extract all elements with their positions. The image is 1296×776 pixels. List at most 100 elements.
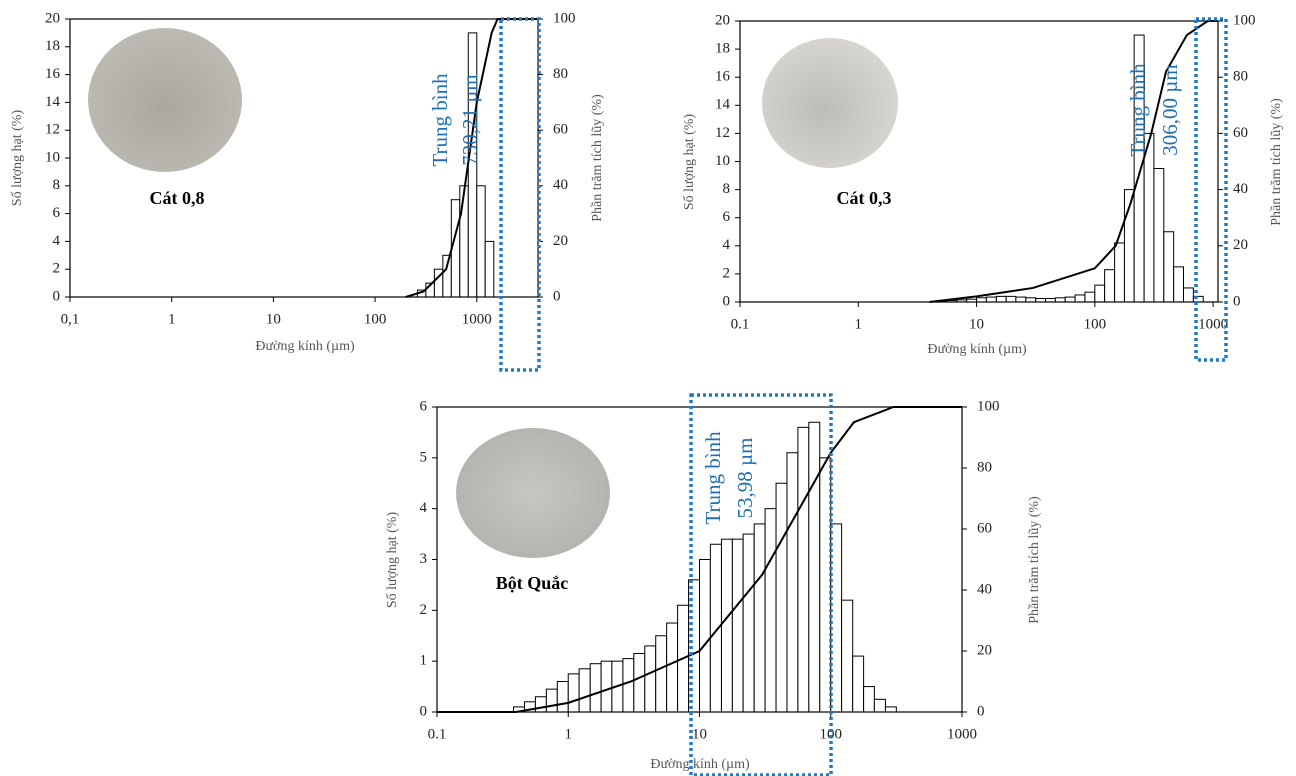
x-tick-label: 0.1 [731,316,750,332]
bar [476,185,486,298]
bar [644,645,657,713]
annotation: Trung bình [701,431,725,525]
y2-tick-label: 20 [553,233,568,249]
bar [1104,269,1116,303]
bar [1153,168,1165,303]
bar [633,653,646,713]
bar [764,508,777,713]
bar [775,482,788,713]
bar [976,297,987,303]
bar [666,622,679,713]
x-axis-label: Đường kính (µm) [927,342,1027,357]
y2-tick-label: 60 [553,122,568,138]
y2-tick-label: 80 [1233,69,1248,85]
x-tick-label: 1000 [1198,316,1228,332]
x-tick-label: 1000 [462,311,492,327]
y-tick-label: 1 [420,653,428,669]
y-tick-label: 16 [715,69,731,85]
y-tick-label: 4 [53,233,61,249]
y-axis-label: Số lượng hạt (%) [10,110,25,207]
y2-tick-label: 100 [553,10,576,26]
bar [1143,132,1155,303]
x-tick-label: 1000 [947,726,977,742]
bar [578,668,591,713]
bar [1084,291,1096,303]
y-axis-label: Số lượng hạt (%) [682,114,697,211]
y-tick-label: 12 [715,125,730,141]
x-tick-label: 10 [692,726,707,742]
bar [600,660,613,713]
y-tick-label: 2 [53,261,61,277]
bar [995,295,1007,303]
y-tick-label: 14 [715,97,731,113]
y2-tick-label: 100 [1233,12,1256,28]
y2-tick-label: 20 [977,642,992,658]
sample-label: Cát 0,3 [837,188,892,208]
y-tick-label: 8 [53,177,61,193]
bar [1094,284,1106,303]
y-tick-label: 0 [723,293,731,309]
sample-label: Bột Quắc [496,573,569,593]
sample-photo [88,28,242,172]
bar [622,658,635,713]
bar [884,706,897,713]
y2-tick-label: 40 [1233,181,1248,197]
y-tick-label: 18 [715,41,730,57]
bar [442,254,452,298]
cumulative-line [405,18,538,298]
y-tick-label: 14 [45,94,61,110]
bar [985,296,997,303]
y-tick-label: 10 [715,153,730,169]
bar [556,681,569,713]
y2-tick-label: 0 [1233,293,1241,309]
bar [1173,266,1185,303]
bar [753,523,766,713]
bar [797,426,810,713]
sample-photo [456,428,610,558]
x-tick-label: 1 [565,726,573,742]
bar [1054,297,1066,303]
y2-tick-label: 40 [977,581,992,597]
bar [459,185,469,298]
y-tick-label: 8 [723,181,731,197]
x-tick-label: 0.1 [428,726,447,742]
bar [1025,297,1037,303]
bar [1114,242,1125,303]
x-tick-label: 100 [364,311,387,327]
bar [484,240,495,298]
x-tick-label: 1 [855,316,863,332]
y-tick-label: 4 [723,237,731,253]
bar [852,655,865,713]
x-axis-label: Đường kính (µm) [255,339,355,354]
highlight-box [499,17,541,372]
bar [1015,296,1027,303]
y2-axis-label: Phần trăm tích lũy (%) [590,94,605,222]
bar [1074,294,1086,303]
y-tick-label: 2 [420,602,428,618]
bar [534,696,547,713]
sample-photo [762,38,898,168]
y-tick-label: 16 [45,66,61,82]
annotation: 730,21 µm [458,74,482,165]
y-tick-label: 6 [53,205,61,221]
y-tick-label: 12 [45,122,60,138]
y2-axis-label: Phần trăm tích lũy (%) [1269,98,1284,226]
bar [1183,287,1194,303]
annotation: 53,98 µm [733,438,757,519]
y-tick-label: 20 [715,12,730,28]
bar [545,688,558,713]
y-tick-label: 20 [45,10,60,26]
annotation: Trung bình [1126,63,1150,157]
x-tick-label: 100 [820,726,843,742]
bar [567,673,580,713]
x-tick-label: 100 [1084,316,1107,332]
bar [731,538,744,713]
y-tick-label: 18 [45,38,60,54]
bar [1005,295,1017,303]
highlight-box [1194,17,1228,362]
bar [709,543,722,713]
x-tick-label: 10 [969,316,984,332]
bar [1064,296,1076,303]
x-tick-label: 10 [266,311,281,327]
highlight-box [689,393,833,776]
